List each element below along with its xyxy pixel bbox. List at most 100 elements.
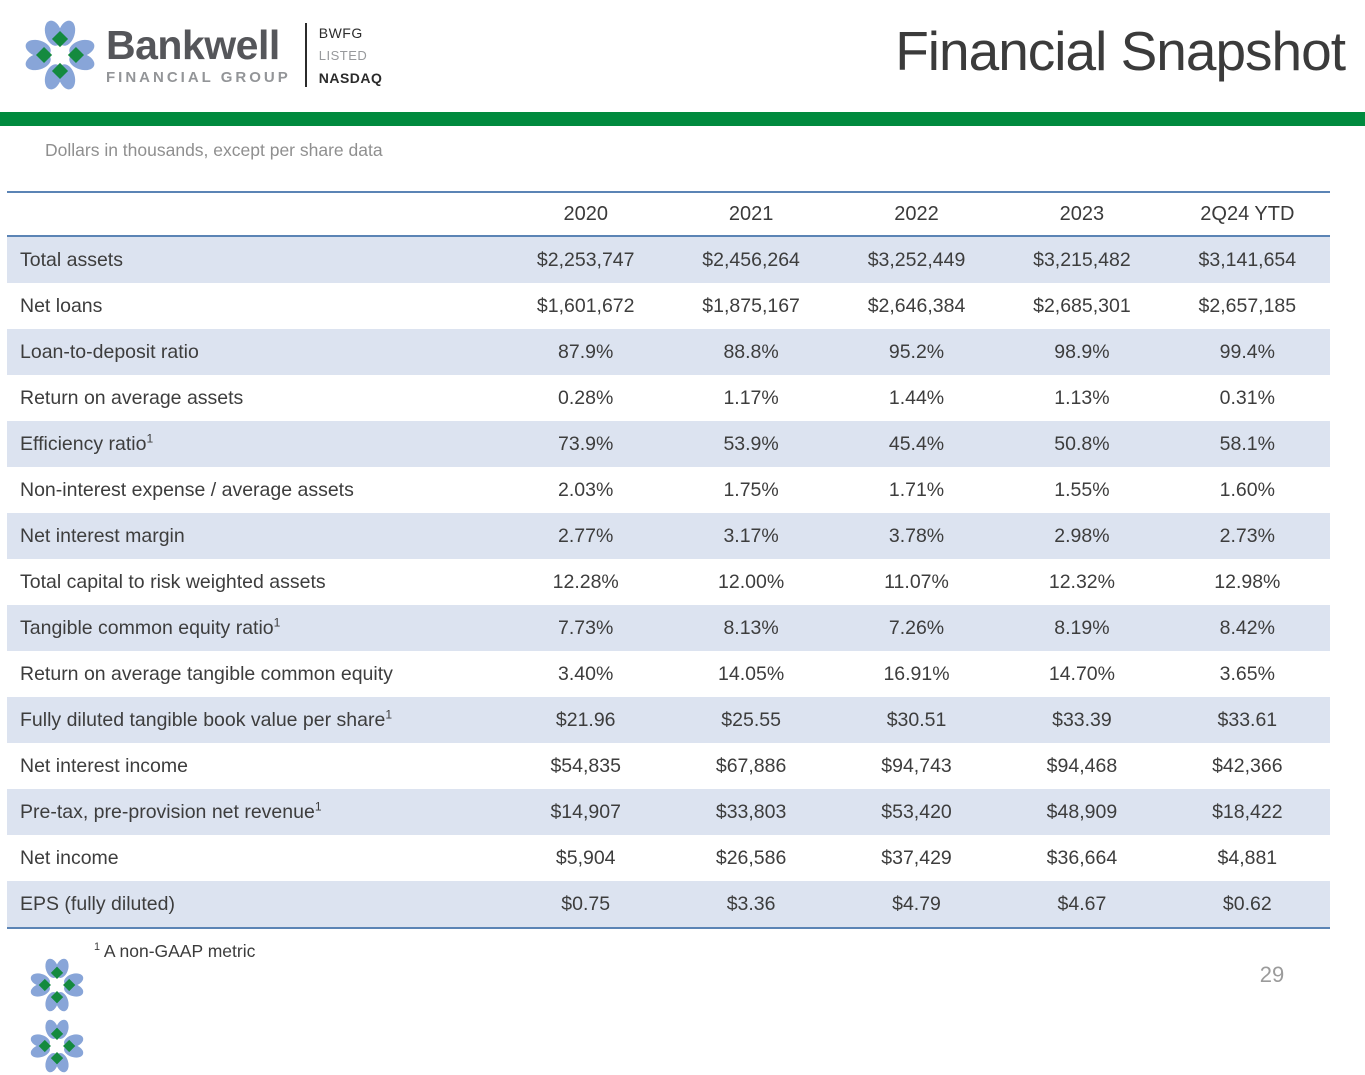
footnote-text: A non-GAAP metric [100,941,256,961]
row-label: Tangible common equity ratio1 [20,615,281,639]
cell-value: 95.2% [888,340,945,363]
cell-value: $33,803 [715,800,787,823]
cell-value: 1.13% [1054,386,1110,409]
cell-value: $2,657,185 [1198,294,1297,317]
cell-value: $4.67 [1057,892,1107,915]
column-header-2q24-ytd: 2Q24 YTD [1200,202,1295,225]
cell-value: 99.4% [1219,340,1275,363]
cell-value: 45.4% [888,432,945,455]
listing-divider [304,23,307,87]
cell-value: 1.60% [1219,478,1275,501]
row-label: Net loans [20,294,103,317]
page-title: Financial Snapshot [895,20,1346,82]
footnote-marker: 1 [146,431,154,445]
cell-value: 1.44% [888,386,945,409]
brand-name: Bankwell [106,21,280,68]
cell-value: 2.77% [558,524,614,547]
financial-table: 2020 2021 2022 2023 2Q24 YTD Total asset… [7,191,1330,929]
cell-value: $53,420 [881,800,952,823]
cell-value: 1.71% [888,478,945,501]
brand-text: Bankwell FINANCIAL GROUP [106,21,291,86]
cell-value: 8.19% [1054,616,1110,639]
brand-subname: FINANCIAL GROUP [106,68,291,86]
column-header-2022: 2022 [894,202,939,225]
table-row: Loan-to-deposit ratio 87.9% 88.8% 95.2% 98.9… [7,329,1330,375]
cell-value: 87.9% [558,340,614,363]
cell-value: 8.13% [723,616,779,639]
ticker-symbol: BWFG [318,24,363,41]
cell-value: $37,429 [881,846,952,869]
table-body: Total assets $2,253,747 $2,456,264 $3,252,4… [7,237,1330,927]
cell-value: $2,456,264 [702,248,800,271]
table-row: Tangible common equity ratio1 7.73% 8.13% 7… [7,605,1330,651]
column-header-2023: 2023 [1059,202,1105,225]
row-label: Net interest margin [20,524,185,547]
cell-value: 53.9% [723,432,779,455]
cell-value: $21.96 [555,708,616,731]
table-row: Net interest margin 2.77% 3.17% 3.78% 2.98% 2… [7,513,1330,559]
cell-value: 73.9% [558,432,614,455]
footnote-marker: 1 [273,615,281,629]
table-header-row: 2020 2021 2022 2023 2Q24 YTD [7,191,1330,237]
row-label: Net interest income [20,754,188,777]
cell-value: $5,904 [555,846,616,869]
table-row: Net interest income $54,835 $67,886 $94,743… [7,743,1330,789]
listed-label: LISTED [318,47,368,63]
cell-value: 12.98% [1214,570,1281,593]
bankwell-pinwheel-icon [30,1019,84,1073]
cell-value: $26,586 [715,846,787,869]
table-row: Pre-tax, pre-provision net revenue1 $14,9… [7,789,1330,835]
footnote-marker: 1 [385,707,393,721]
row-label: Efficiency ratio1 [20,431,154,455]
accent-bar [0,112,1365,126]
cell-value: 2.98% [1054,524,1110,547]
cell-value: 1.75% [723,478,779,501]
row-label: Total capital to risk weighted assets [20,570,326,593]
table-row: Total assets $2,253,747 $2,456,264 $3,252,4… [7,237,1330,283]
cell-value: 88.8% [723,340,779,363]
row-label: Return on average tangible common equity [20,662,393,685]
cell-value: $18,422 [1212,800,1283,823]
cell-value: 14.70% [1048,662,1115,685]
cell-value: $48,909 [1046,800,1118,823]
row-label: Pre-tax, pre-provision net revenue1 [20,799,322,823]
cell-value: $4,881 [1217,846,1278,869]
cell-value: $2,685,301 [1033,294,1131,317]
footnote-marker: 1 [314,799,322,813]
cell-value: $0.62 [1222,892,1272,915]
cell-value: 3.78% [888,524,945,547]
slide: Bankwell FINANCIAL GROUP BWFG LISTED NAS… [0,14,1365,1073]
cell-value: $33.61 [1217,708,1278,731]
cell-value: $30.51 [886,708,947,731]
cell-value: $36,664 [1046,846,1118,869]
row-label: EPS (fully diluted) [20,892,175,915]
cell-value: 1.55% [1054,478,1110,501]
table-row: Total capital to risk weighted assets 12.… [7,559,1330,605]
cell-value: $3.36 [726,892,776,915]
cell-value: 98.9% [1054,340,1110,363]
cell-value: $67,886 [715,754,787,777]
cell-value: $3,215,482 [1033,248,1131,271]
row-label: Loan-to-deposit ratio [20,340,199,363]
cell-value: $54,835 [550,754,621,777]
row-label: Non-interest expense / average assets [20,478,354,501]
row-label: Net income [20,846,119,869]
bankwell-pinwheel-icon [30,958,84,1012]
cell-value: 0.28% [558,386,614,409]
column-header-2021: 2021 [728,202,774,225]
cell-value: 8.42% [1219,616,1275,639]
table-subtitle: Dollars in thousands, except per share d… [45,140,383,160]
cell-value: 0.31% [1219,386,1275,409]
cell-value: 12.28% [552,570,619,593]
page-number: 29 [1259,962,1285,987]
cell-value: 58.1% [1219,432,1275,455]
cell-value: $3,141,654 [1198,248,1297,271]
cell-value: 2.03% [558,478,614,501]
table-row: Net income $5,904 $26,586 $37,429 $36,664 $4,… [7,835,1330,881]
listing-block: BWFG LISTED NASDAQ [319,25,383,86]
bankwell-logo: Bankwell FINANCIAL GROUP BWFG LISTED NAS… [22,14,382,96]
cell-value: $42,366 [1212,754,1283,777]
row-label: Total assets [20,248,123,271]
cell-value: $33.39 [1052,708,1112,731]
cell-value: $0.75 [561,892,611,915]
